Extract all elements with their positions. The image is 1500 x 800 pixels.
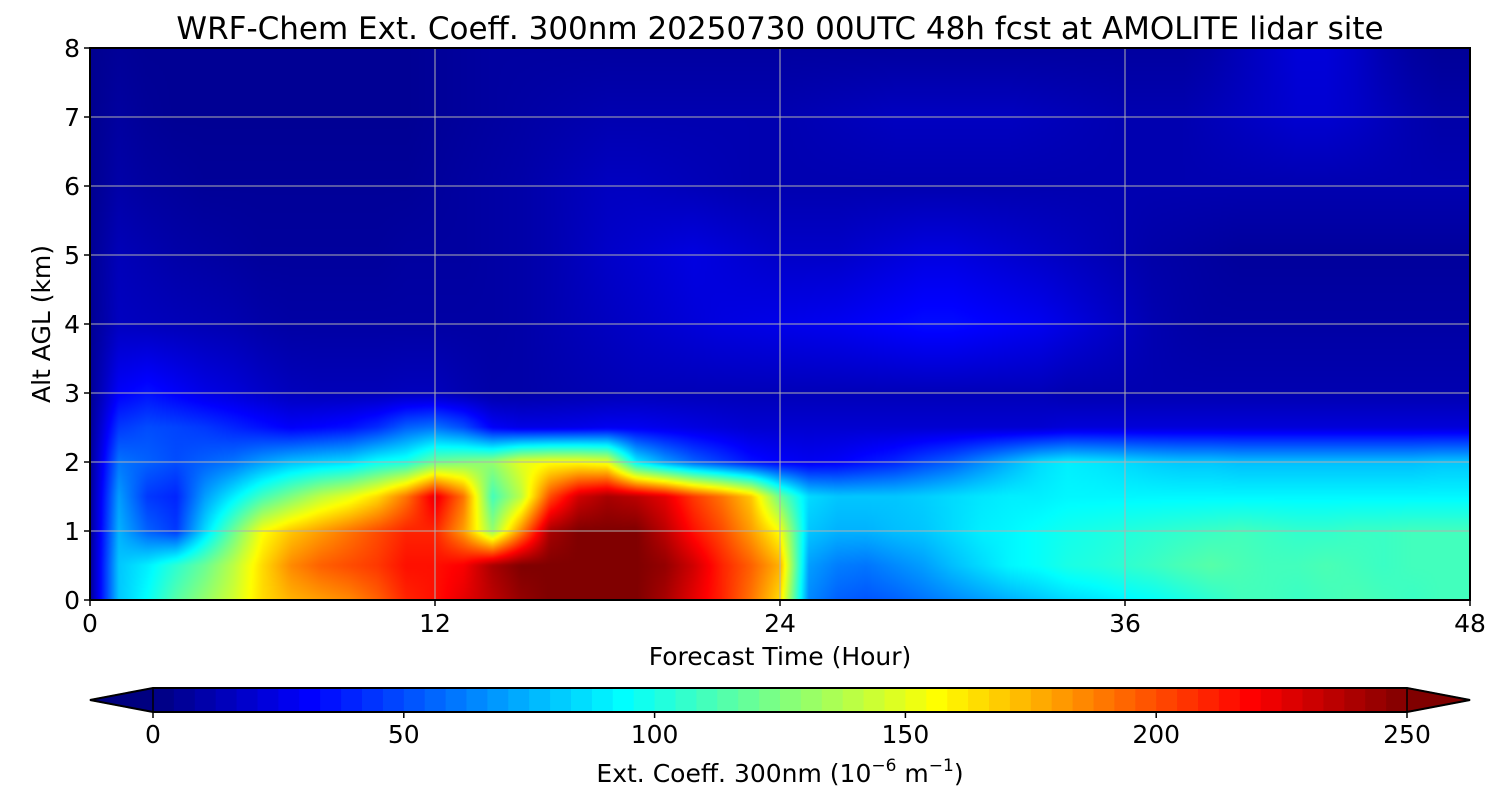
y-tick-label: 5 xyxy=(64,241,80,270)
colorbar-segment xyxy=(278,688,300,712)
colorbar-segment xyxy=(717,688,739,712)
x-axis-label: Forecast Time (Hour) xyxy=(649,642,912,671)
colorbar-segment xyxy=(1135,688,1157,712)
colorbar-segment xyxy=(696,688,718,712)
colorbar-segment xyxy=(863,688,886,712)
colorbar-segment xyxy=(1093,688,1115,712)
colorbar-segment xyxy=(1177,688,1199,712)
colorbar-segment xyxy=(571,688,593,712)
colorbar-segment xyxy=(1323,688,1345,712)
colorbar-segment xyxy=(612,688,635,712)
colorbar-segment xyxy=(1344,688,1366,712)
colorbar-segment xyxy=(1072,688,1095,712)
y-tick-label: 3 xyxy=(64,379,80,408)
colorbar-segment xyxy=(466,688,488,712)
colorbar-segment xyxy=(508,688,530,712)
colorbar-segment xyxy=(1156,688,1178,712)
colorbar-tick-label: 50 xyxy=(388,720,420,749)
colorbar-segment xyxy=(341,688,363,712)
colorbar-segment xyxy=(1302,688,1324,712)
colorbar-segment xyxy=(215,688,238,712)
colorbar-segment xyxy=(675,688,697,712)
colorbar-segment xyxy=(550,688,572,712)
colorbar-segment xyxy=(1239,688,1262,712)
y-tick-label: 4 xyxy=(64,310,80,339)
colorbar-segment xyxy=(989,688,1011,712)
chart-title: WRF-Chem Ext. Coeff. 300nm 20250730 00UT… xyxy=(176,11,1383,47)
colorbar-segment xyxy=(821,688,844,712)
colorbar-ticks: 0 50 100 150 200 250 xyxy=(145,712,1431,749)
x-tick-label: 36 xyxy=(1109,609,1141,638)
colorbar-extend-low xyxy=(89,687,154,713)
colorbar-tick-label: 250 xyxy=(1383,720,1431,749)
colorbar-segment xyxy=(236,688,259,712)
colorbar-segment xyxy=(1218,688,1241,712)
colorbar-segment xyxy=(1198,688,1220,712)
colorbar-segment xyxy=(1281,688,1304,712)
colorbar-segment xyxy=(194,688,217,712)
colorbar-extend-high xyxy=(1406,687,1471,713)
x-tick-label: 24 xyxy=(764,609,796,638)
colorbar-segment xyxy=(424,688,447,712)
colorbar-tick-label: 200 xyxy=(1132,720,1180,749)
y-tick-label: 0 xyxy=(64,586,80,615)
colorbar-segment xyxy=(780,688,802,712)
x-tick-label: 12 xyxy=(419,609,451,638)
colorbar-segment xyxy=(1386,688,1408,712)
colorbar-tick-label: 150 xyxy=(882,720,930,749)
x-tick-label: 48 xyxy=(1454,609,1486,638)
colorbar-segment xyxy=(1260,688,1283,712)
colorbar-segment xyxy=(968,688,990,712)
colorbar-segment xyxy=(299,688,321,712)
colorbar-label-exp1: −6 xyxy=(871,756,896,776)
colorbar-segment xyxy=(487,688,509,712)
colorbar-segment xyxy=(842,688,865,712)
colorbar-segment xyxy=(362,688,384,712)
y-axis: 0 1 2 3 4 5 6 7 8 xyxy=(64,34,90,615)
colorbar-label-mid: m xyxy=(896,759,928,788)
colorbar: 0 50 100 150 200 250 Ext. Coeff. 300nm (10−6 … xyxy=(89,687,1471,788)
colorbar-segment xyxy=(654,688,677,712)
colorbar-tick-label: 100 xyxy=(631,720,679,749)
x-tick-label: 0 xyxy=(82,609,98,638)
colorbar-segments xyxy=(153,688,1408,712)
colorbar-segment xyxy=(403,688,426,712)
colorbar-segment xyxy=(905,688,927,712)
colorbar-segment xyxy=(1114,688,1136,712)
colorbar-segment xyxy=(529,688,551,712)
y-axis-label: Alt AGL (km) xyxy=(27,245,56,403)
y-tick-label: 6 xyxy=(64,172,80,201)
colorbar-segment xyxy=(257,688,279,712)
colorbar-label-exp2: −1 xyxy=(929,756,954,776)
colorbar-segment xyxy=(382,688,405,712)
colorbar-segment xyxy=(591,688,614,712)
colorbar-segment xyxy=(800,688,823,712)
y-tick-label: 7 xyxy=(64,103,80,132)
colorbar-segment xyxy=(633,688,656,712)
y-tick-label: 2 xyxy=(64,448,80,477)
y-tick-label: 1 xyxy=(64,517,80,546)
colorbar-tick-label: 0 xyxy=(145,720,161,749)
colorbar-label-prefix: Ext. Coeff. 300nm (10 xyxy=(596,759,871,788)
colorbar-segment xyxy=(1009,688,1032,712)
colorbar-segment xyxy=(1051,688,1074,712)
colorbar-segment xyxy=(153,688,175,712)
colorbar-segment xyxy=(1365,688,1387,712)
colorbar-segment xyxy=(445,688,468,712)
colorbar-segment xyxy=(173,688,196,712)
x-axis: 0 12 24 36 48 xyxy=(82,600,1486,638)
colorbar-segment xyxy=(738,688,760,712)
colorbar-segment xyxy=(884,688,906,712)
colorbar-label-suffix: ) xyxy=(954,759,964,788)
colorbar-segment xyxy=(759,688,781,712)
colorbar-segment xyxy=(1030,688,1053,712)
colorbar-segment xyxy=(320,688,342,712)
colorbar-segment xyxy=(926,688,948,712)
y-tick-label: 8 xyxy=(64,34,80,63)
colorbar-label: Ext. Coeff. 300nm (10−6 m−1) xyxy=(596,756,963,788)
colorbar-segment xyxy=(947,688,969,712)
